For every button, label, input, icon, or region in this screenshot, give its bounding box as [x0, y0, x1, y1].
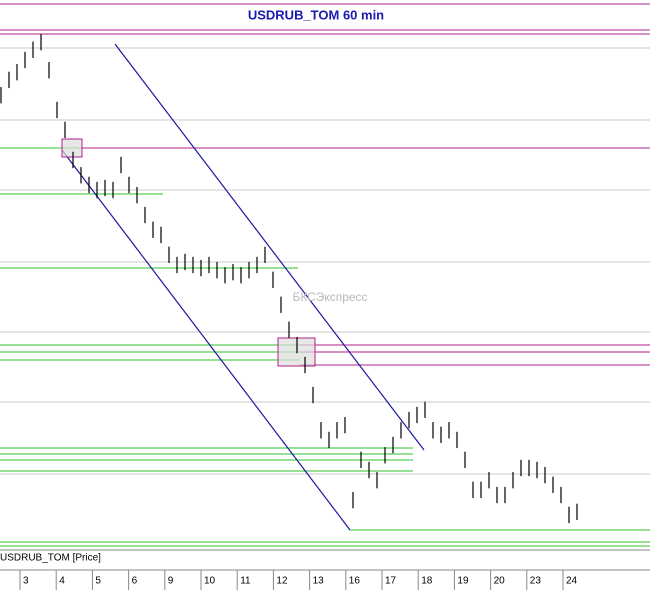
x-tick-label: 9: [168, 576, 174, 587]
x-axis: 3 4 5 6 9 10 11 12 13 16 17 18 19 20 23 24: [19, 570, 578, 590]
chart-title: USDRUB_TOM 60 min: [248, 7, 384, 22]
x-tick-label: 11: [240, 576, 251, 587]
price-bars: [0, 33, 578, 524]
x-tick-label: 19: [457, 576, 469, 587]
grid: [0, 47, 650, 475]
channel: [61, 43, 425, 531]
x-tick-label: 6: [132, 576, 138, 587]
x-tick-label: 3: [23, 576, 29, 587]
x-tick-label: 4: [59, 576, 65, 587]
x-tick-label: 18: [421, 576, 433, 587]
x-tick-label: 12: [276, 576, 288, 587]
x-tick-label: 24: [566, 576, 578, 587]
channel-line: [114, 43, 425, 451]
levels: [0, 147, 650, 547]
x-tick-label: 10: [204, 576, 216, 587]
series-label: USDRUB_TOM [Price]: [0, 553, 101, 564]
x-tick-label: 20: [494, 576, 506, 587]
channel-line: [61, 149, 351, 531]
x-tick-label: 17: [385, 576, 397, 587]
x-tick-label: 23: [530, 576, 542, 587]
watermark: БКСЭкспресс: [292, 290, 367, 304]
x-tick-label: 16: [349, 576, 361, 587]
zone-box: [61, 138, 83, 158]
x-tick-label: 5: [95, 576, 101, 587]
x-tick-label: 13: [313, 576, 325, 587]
